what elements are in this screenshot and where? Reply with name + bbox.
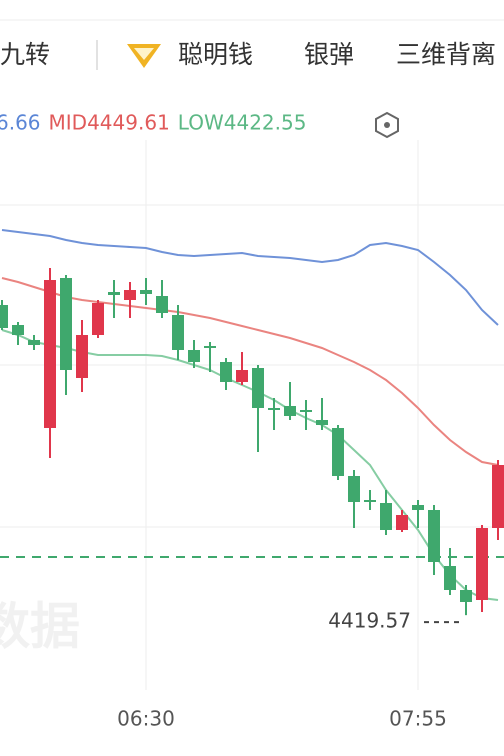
candle-body bbox=[108, 292, 120, 295]
band-line bbox=[1, 277, 499, 466]
candle-body bbox=[124, 290, 136, 300]
legend-item: MID4449.61 bbox=[49, 111, 170, 135]
watermark: 数据 bbox=[0, 598, 80, 656]
candle-body bbox=[156, 296, 168, 313]
candle-body bbox=[476, 528, 488, 600]
settings-icon[interactable] bbox=[375, 111, 399, 139]
candle-body bbox=[268, 408, 280, 410]
tab[interactable]: 聪明钱 bbox=[178, 40, 253, 69]
candle-body bbox=[220, 362, 232, 382]
separator bbox=[96, 40, 98, 70]
candle-body bbox=[140, 290, 152, 294]
candle-body bbox=[188, 350, 200, 362]
candle-body bbox=[300, 410, 312, 412]
candle-body bbox=[396, 515, 408, 530]
candle-body bbox=[172, 315, 184, 350]
candle-body bbox=[348, 476, 360, 502]
candle-body bbox=[60, 278, 72, 370]
candle-body bbox=[412, 505, 424, 510]
smart-money-icon bbox=[127, 44, 161, 68]
candle-body bbox=[444, 566, 456, 590]
legend-item: LOW4422.55 bbox=[178, 111, 307, 135]
tab[interactable]: 三维背离 bbox=[396, 40, 496, 69]
candle-body bbox=[492, 465, 504, 528]
candle-body bbox=[332, 428, 344, 476]
candle-body bbox=[316, 420, 328, 425]
plot: 06:30 07:55 4419.57 bbox=[0, 140, 504, 731]
legend-item: 6.66 bbox=[0, 111, 41, 135]
min-price-label: 4419.57 bbox=[328, 609, 411, 633]
candle-body bbox=[44, 280, 56, 428]
candle-body bbox=[460, 590, 472, 602]
band-line bbox=[1, 229, 499, 326]
candle-body bbox=[284, 406, 296, 416]
candle-body bbox=[76, 335, 88, 378]
candle-body bbox=[380, 503, 392, 530]
candle-body bbox=[92, 303, 104, 335]
candle-body bbox=[204, 346, 216, 348]
x-tick-label: 06:30 bbox=[117, 707, 175, 731]
grid bbox=[0, 204, 504, 528]
candle-body bbox=[12, 325, 24, 335]
candle-body bbox=[428, 510, 440, 562]
tab[interactable]: 银弹 bbox=[304, 40, 354, 69]
candle-body bbox=[0, 305, 8, 328]
candle-body bbox=[236, 370, 248, 382]
candle-body bbox=[28, 340, 40, 345]
tab[interactable]: 九转 bbox=[0, 40, 50, 69]
x-tick-label: 07:55 bbox=[389, 707, 447, 731]
candle-body bbox=[252, 368, 264, 408]
legend: 6.66 MID4449.61 LOW4422.55 bbox=[0, 111, 306, 135]
candle-body bbox=[364, 500, 376, 502]
